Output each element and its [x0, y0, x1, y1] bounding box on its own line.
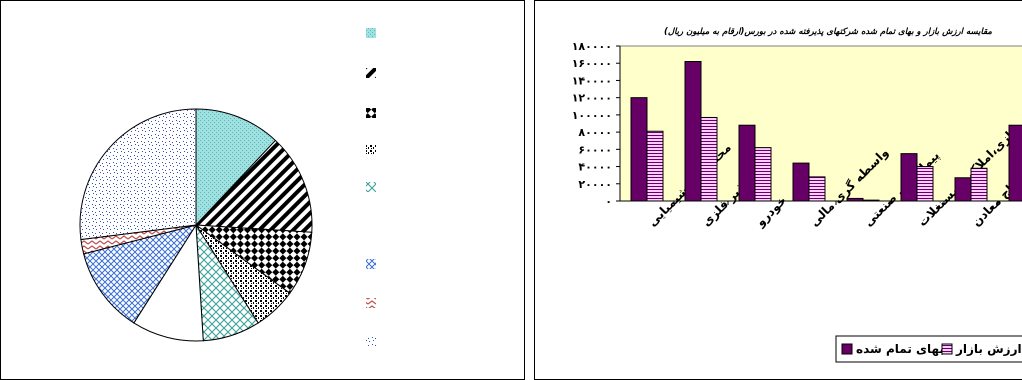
bar: [862, 199, 880, 202]
bar: [900, 153, 918, 202]
bar: [970, 167, 988, 202]
bar-chart: ۱۸۰۰۰۰ ۱۶۰۰۰۰ ۱۴۰۰۰۰ ۱۲۰۰۰۰ ۱۰۰۰۰۰ ۸۰۰۰۰ ۶۰۰۰۰…: [572, 40, 1022, 363]
pie-slice: [194, 139, 313, 233]
bar: [700, 116, 718, 202]
bar: [646, 130, 664, 202]
legend-label: بهای تمام شده: [856, 342, 944, 357]
pie-legend-swatch: [366, 68, 376, 78]
bar: [1008, 124, 1022, 202]
legend-label: ارزش بازار: [955, 342, 1022, 356]
y-tick-label: ۱۶۰۰۰۰: [572, 57, 612, 70]
y-tick-label: ۱۲۰۰۰۰: [572, 92, 612, 105]
bar: [954, 177, 972, 202]
bar-legend: [835, 335, 1022, 363]
y-tick-label: ۱۸۰۰۰۰: [572, 40, 612, 53]
bar: [630, 97, 648, 202]
pie-slice: [133, 223, 204, 342]
pie-slice: [195, 108, 277, 227]
bar: [916, 166, 934, 202]
pie-slice: [83, 224, 198, 324]
pie-legend-swatch: [366, 145, 376, 155]
legend-swatch: [841, 343, 853, 355]
bar: [738, 124, 756, 202]
pie-legend-swatch: [366, 108, 376, 118]
bar: [684, 61, 702, 202]
pie-legend-swatch: [366, 337, 376, 347]
pie-legend-swatch: [366, 259, 376, 269]
y-tick-label: ۲۰۰۰۰: [578, 178, 612, 191]
y-tick-label: ۱۴۰۰۰۰: [572, 74, 612, 87]
pie-chart: [79, 108, 313, 342]
y-tick-label: ۰: [605, 195, 612, 208]
pie-legend-swatch: [366, 298, 376, 308]
y-tick-label: ۶۰۰۰۰: [578, 143, 612, 156]
bar: [754, 147, 772, 202]
pie-slice: [79, 108, 197, 241]
bar: [792, 162, 810, 202]
pie-legend-swatch: [366, 182, 376, 192]
y-tick-label: ۸۰۰۰۰: [578, 126, 612, 139]
pie-legend: [366, 28, 376, 347]
bar: [846, 197, 864, 202]
pie-legend-swatch: [366, 28, 376, 38]
bar: [808, 176, 826, 202]
y-tick-label: ۱۰۰۰۰۰: [572, 109, 612, 122]
chart-title: مقایسه ارزش بازار و بهای تمام شده شرکتها…: [664, 27, 992, 37]
y-tick-label: ۴۰۰۰۰: [578, 161, 612, 174]
legend-swatch: [941, 343, 953, 355]
